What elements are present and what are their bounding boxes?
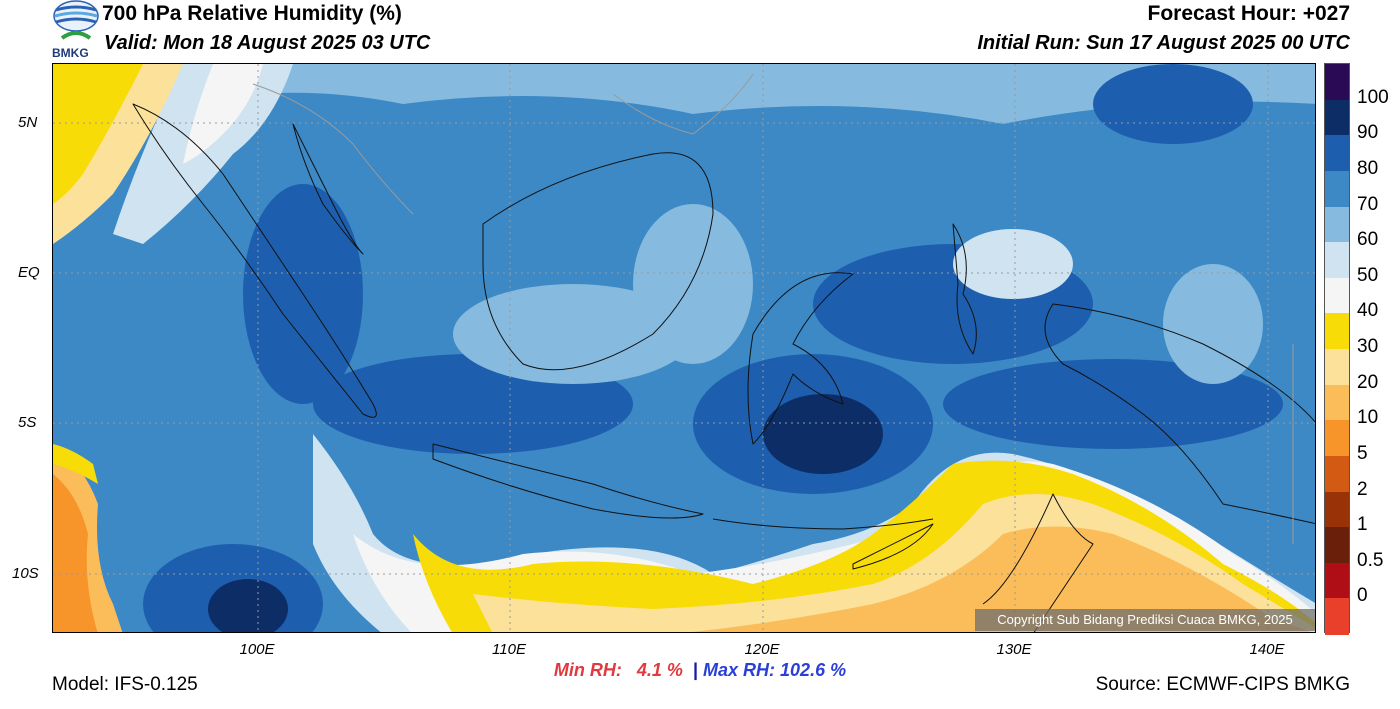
colorbar-segment (1325, 384, 1349, 421)
lon-label-100e: 100E (239, 641, 275, 658)
colorbar-segment (1325, 99, 1349, 136)
lon-label-110e: 110E (492, 641, 526, 658)
lat-label-5s: 5S (18, 414, 37, 431)
forecast-hour: Forecast Hour: +027 (1147, 2, 1351, 25)
colorbar-label: 100 (1357, 86, 1389, 108)
colorbar-segment (1325, 562, 1349, 599)
colorbar-label: 0.5 (1357, 549, 1384, 571)
colorbar-segment (1325, 527, 1349, 564)
colorbar-segment (1325, 455, 1349, 492)
colorbar-label: 70 (1357, 193, 1379, 215)
lat-label-5n: 5N (18, 114, 38, 131)
humidity-map[interactable] (52, 63, 1316, 633)
colorbar-segment (1325, 206, 1349, 243)
colorbar-label: 60 (1357, 229, 1379, 251)
colorbar-label: 50 (1357, 264, 1379, 286)
colorbar-label: 20 (1357, 371, 1379, 393)
colorbar-segment (1325, 598, 1349, 635)
colorbar-label: 30 (1357, 336, 1379, 357)
colorbar-segment (1325, 135, 1349, 172)
colorbar-label: 2 (1357, 478, 1368, 500)
lon-label-120e: 120E (744, 641, 780, 658)
valid-time: Valid: Mon 18 August 2025 03 UTC (104, 32, 431, 54)
initial-run: Initial Run: Sun 17 August 2025 00 UTC (977, 32, 1350, 54)
model-name: Model: IFS-0.125 (52, 674, 198, 695)
colorbar-label: 5 (1357, 442, 1368, 464)
colorbar-label: 1 (1357, 514, 1368, 536)
lon-label-140e: 140E (1249, 641, 1285, 658)
colorbar-segment (1325, 170, 1349, 207)
lat-label-10s: 10S (12, 565, 39, 582)
colorbar-segment (1325, 277, 1349, 314)
colorbar-label: 0 (1357, 585, 1368, 607)
stats-separator: | (692, 660, 698, 680)
max-rh: Max RH: 102.6 % (703, 660, 847, 680)
colorbar-segment (1325, 242, 1349, 279)
colorbar-segment (1325, 420, 1349, 457)
colorbar-segment (1325, 313, 1349, 350)
colorbar (1324, 63, 1350, 635)
colorbar-segment (1325, 349, 1349, 386)
colorbar-label: 40 (1357, 300, 1379, 322)
colorbar-segment (1325, 491, 1349, 528)
colorbar-segment (1325, 64, 1349, 101)
rh-stats: Min RH: 4.1 % | Max RH: 102.6 % (0, 660, 1400, 681)
chart-title: 700 hPa Relative Humidity (%) (102, 2, 402, 25)
bmkg-logo-icon (52, 0, 100, 62)
data-source: Source: ECMWF-CIPS BMKG (1095, 674, 1350, 695)
logo-text: BMKG (52, 46, 89, 60)
min-rh: Min RH: 4.1 % (553, 660, 683, 680)
colorbar-label: 90 (1357, 122, 1379, 144)
copyright-notice: Copyright Sub Bidang Prediksi Cuaca BMKG… (975, 609, 1315, 631)
colorbar-label: 80 (1357, 157, 1379, 179)
colorbar-label: 10 (1357, 407, 1379, 429)
lon-label-130e: 130E (996, 641, 1032, 658)
lat-label-eq: EQ (18, 264, 40, 281)
